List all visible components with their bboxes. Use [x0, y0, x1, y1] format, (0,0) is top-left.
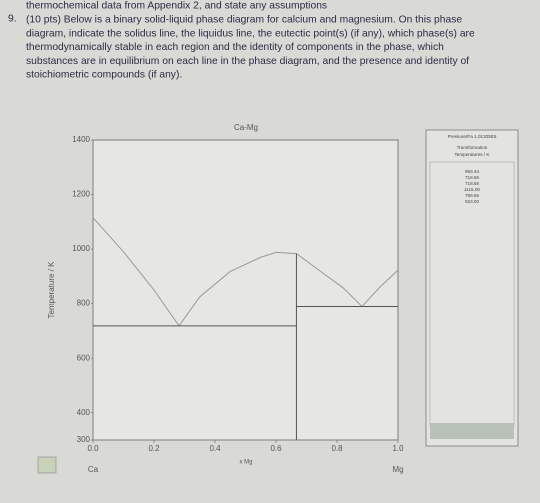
question-line: stoichiometric compounds (if any).	[26, 70, 182, 81]
panel-value: 718.66	[465, 181, 479, 186]
panel-footer	[430, 423, 514, 439]
x-tick-label: 0.6	[270, 444, 282, 453]
y-tick-label: 800	[77, 299, 91, 308]
x-tick-label: 1.0	[392, 444, 404, 453]
panel-value: 718.65	[465, 175, 479, 180]
panel-value: 789.65	[465, 193, 479, 198]
y-tick-label: 1000	[72, 244, 90, 253]
panel-heading: Transformation	[457, 145, 488, 150]
question-number: 9.	[8, 14, 17, 25]
panel-value: 923.00	[465, 199, 479, 204]
question-line: substances are in equilibrium on each li…	[26, 56, 469, 67]
x-tick-label: 0.0	[87, 444, 99, 453]
x-tick-label: 0.4	[209, 444, 221, 453]
question-line: thermodynamically stable in each region …	[26, 42, 444, 53]
x-tick-label: 0.8	[331, 444, 343, 453]
y-tick-label: 400	[77, 408, 91, 417]
y-tick-label: 300	[77, 435, 91, 444]
info-panel	[425, 129, 519, 447]
plot-area	[92, 139, 399, 441]
panel-pressure: Pressure/Pa 1.01325E5	[448, 134, 497, 139]
question-line: diagram, indicate the solidus line, the …	[26, 28, 475, 39]
y-tick-label: 1200	[72, 190, 90, 199]
phase-line	[296, 253, 399, 308]
panel-value: 1115.00	[464, 187, 480, 192]
question-line: (10 pts) Below is a binary solid-liquid …	[26, 15, 462, 26]
y-axis-label: Temperature / K	[47, 261, 56, 319]
x-axis-label: x Mg	[239, 460, 252, 466]
panel-value: 983.44	[465, 169, 479, 174]
phase-line	[178, 251, 297, 327]
y-tick-label: 1400	[72, 135, 90, 144]
x-right-label: Mg	[392, 465, 403, 474]
panel-heading: Temperatures / K	[455, 152, 491, 157]
y-tick-label: 600	[77, 353, 91, 362]
app-icon	[37, 456, 57, 474]
x-tick-label: 0.2	[148, 444, 160, 453]
chart-title: Ca-Mg	[234, 123, 258, 132]
question-line: thermochemical data from Appendix 2, and…	[26, 1, 327, 12]
x-left-label: Ca	[88, 465, 99, 474]
phase-line	[92, 217, 180, 327]
